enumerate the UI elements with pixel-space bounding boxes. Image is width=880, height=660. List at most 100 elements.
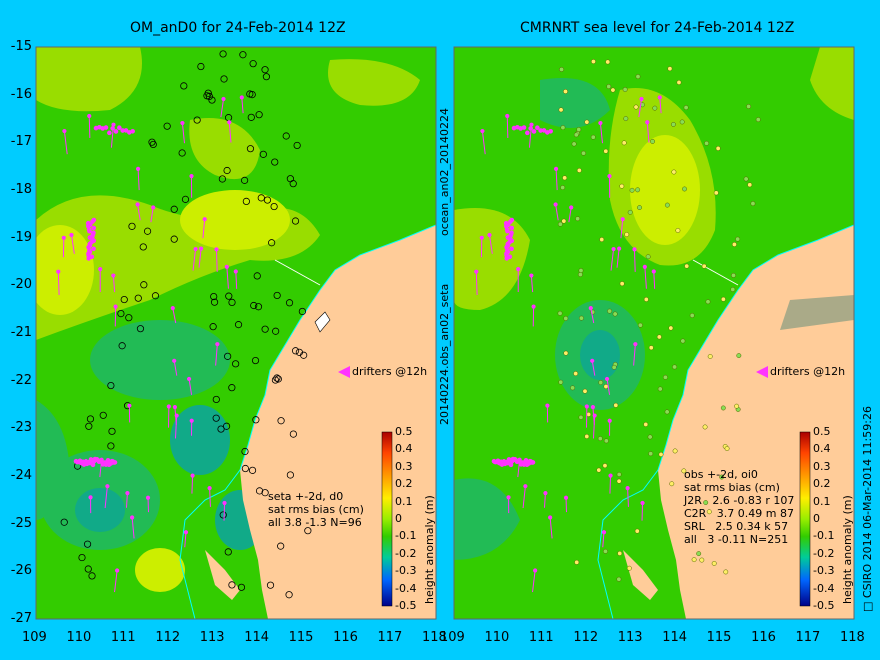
x-tick-label: 110: [484, 630, 510, 645]
colorbar-tick-label: -0.5: [395, 599, 417, 612]
drifter-arrow: [220, 98, 224, 118]
obs-circle: [228, 581, 236, 589]
obs-circle: [220, 75, 228, 83]
x-tick-label: 118: [839, 630, 865, 645]
drifter-arrow: [530, 275, 534, 293]
left-map: [36, 47, 436, 619]
obs-dot: [573, 132, 579, 138]
obs-circle: [223, 166, 231, 175]
drifter-arrow: [235, 271, 238, 289]
drifter-arrow: [241, 97, 244, 114]
colorbar-tick-label: 0.3: [813, 459, 831, 473]
colorbar-tick-label: -0.2: [813, 546, 835, 560]
drifter-point: [86, 256, 92, 261]
obs-dot: [734, 403, 740, 409]
drifter-head: [115, 568, 120, 573]
obs-dot: [715, 145, 721, 151]
obs-circle: [224, 352, 232, 360]
obs-dot: [691, 557, 697, 563]
right-obs-dots: [557, 59, 761, 582]
obs-dot: [581, 150, 586, 156]
stats-line: seta +-2d, d0: [268, 490, 344, 503]
drifter-arrow: [543, 493, 546, 508]
obs-circle: [204, 89, 212, 97]
stats-line: sat rms bias (cm): [684, 481, 780, 494]
drifter-arrow: [506, 115, 509, 138]
drifter-head: [180, 120, 185, 126]
obs-circle: [120, 295, 128, 304]
obs-circle: [259, 150, 267, 158]
obs-circle: [248, 466, 257, 474]
obs-circle: [209, 323, 217, 331]
y-tick-label: -18: [10, 182, 32, 197]
drifter-head: [172, 358, 177, 363]
drifter-arrow: [591, 360, 596, 376]
drifter-head: [111, 273, 116, 278]
drifter-head: [222, 500, 227, 506]
obs-circle: [228, 384, 236, 392]
drifter-head: [531, 304, 536, 309]
drifter-point: [113, 129, 119, 134]
drifter-point: [530, 460, 536, 465]
obs-circle: [274, 375, 282, 383]
colorbar-tick-label: -0.3: [813, 564, 835, 578]
colorbar-tick-label: 0: [395, 512, 402, 525]
y-tick-label: -17: [10, 134, 32, 150]
drifter-head: [88, 495, 93, 500]
obs-circle: [205, 92, 213, 101]
obs-circle: [134, 294, 142, 302]
colorbar-tick-label: -0.4: [395, 581, 417, 595]
obs-dot: [562, 175, 568, 181]
obs-dot: [635, 74, 641, 80]
obs-dot: [627, 209, 633, 215]
colorbar-tick-label: 0.5: [813, 425, 831, 438]
drifter-head: [202, 217, 207, 222]
obs-dot: [743, 176, 749, 182]
obs-dot: [703, 500, 709, 506]
drifter-head: [69, 232, 74, 238]
drifter-head: [545, 403, 550, 408]
obs-circle: [218, 175, 226, 183]
obs-circle: [289, 430, 297, 438]
drifter-point: [504, 256, 510, 261]
drifter-head: [569, 205, 574, 210]
obs-circle: [181, 195, 190, 203]
obs-dot: [696, 551, 702, 557]
obs-dot: [719, 474, 725, 480]
obs-dot: [629, 187, 635, 193]
drifter-head: [233, 269, 238, 274]
obs-dot: [559, 66, 564, 72]
obs-circle: [78, 553, 86, 562]
obs-dot: [664, 409, 670, 415]
drifter-head: [166, 404, 171, 409]
drifter-arrow: [173, 360, 178, 376]
obs-dot: [605, 59, 611, 65]
obs-circle: [271, 158, 279, 166]
obs-circle: [298, 307, 306, 316]
obs-circle: [210, 298, 219, 306]
obs-dot: [662, 374, 668, 380]
drifter-head: [56, 269, 61, 274]
obs-circle: [252, 416, 260, 424]
drifter-head: [607, 418, 612, 423]
obs-dot: [558, 107, 564, 113]
drifter-arrow: [137, 168, 140, 191]
drifter-head: [186, 376, 192, 382]
obs-circle: [286, 175, 294, 183]
drifter-point: [541, 128, 547, 133]
obs-circle: [282, 132, 290, 140]
drifter-point: [112, 460, 118, 465]
obs-circle: [255, 487, 264, 495]
drifter-head: [645, 120, 650, 125]
drifter-arrow: [489, 234, 493, 254]
drifter-point: [505, 228, 510, 234]
obs-dot: [684, 263, 690, 269]
drifter-head: [189, 418, 194, 423]
drifter-head: [239, 95, 244, 100]
colorbar-tick-label: -0.1: [813, 529, 835, 543]
drifter-point: [523, 457, 529, 463]
obs-dot: [680, 338, 686, 344]
obs-dot: [647, 434, 653, 440]
side-label-right: □ CSIRO 2014 06-Mar-2014 11:59:26: [861, 406, 874, 612]
obs-dot: [616, 576, 622, 582]
